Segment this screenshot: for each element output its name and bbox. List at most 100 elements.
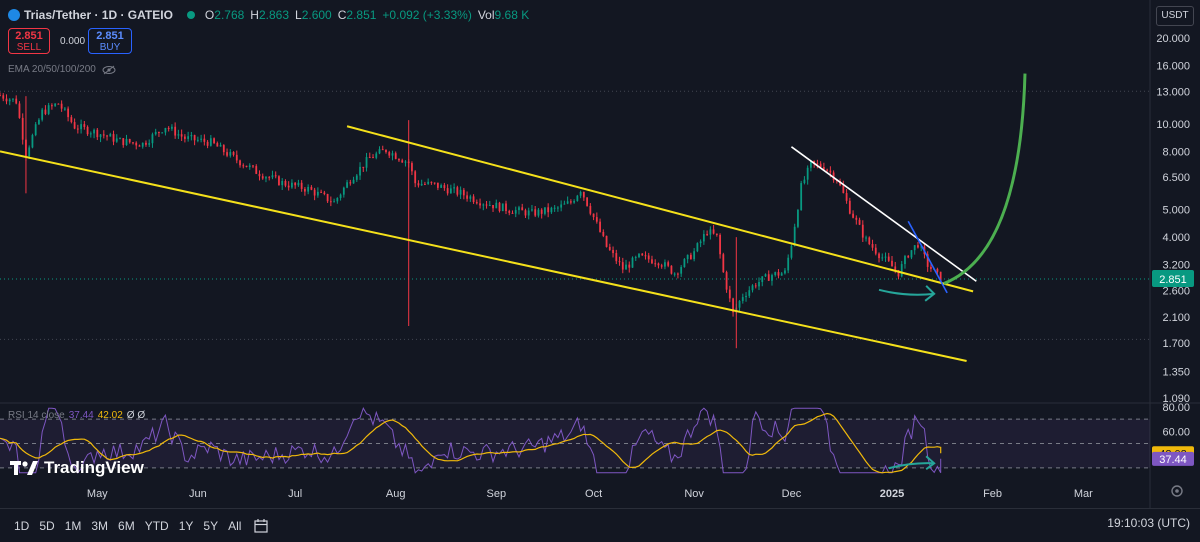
timeframe-1m[interactable]: 1M	[64, 518, 82, 533]
candle-body	[388, 152, 391, 156]
symbol-header: Trias/Tether · 1D · GATEIO O 2.768 H 2.863…	[8, 6, 529, 24]
candle-body	[829, 170, 832, 173]
candle-body	[21, 117, 24, 140]
price-tick-label: 1.700	[1162, 338, 1190, 350]
candle-body	[86, 126, 89, 135]
candle-body	[920, 246, 923, 248]
candle-body	[787, 257, 790, 271]
price-tick-label: 1.350	[1162, 367, 1190, 379]
candle-body	[385, 149, 387, 153]
candle-body	[73, 122, 76, 129]
time-tick-label: Aug	[386, 488, 406, 500]
candle-body	[784, 270, 786, 274]
candle-body	[832, 172, 835, 181]
candle-body	[232, 152, 235, 155]
candle-body	[50, 105, 53, 107]
candle-body	[274, 175, 277, 177]
candle-body	[443, 185, 446, 189]
candles	[0, 92, 942, 349]
candle-body	[608, 246, 611, 250]
timeframe-6m[interactable]: 6M	[118, 518, 135, 533]
timeframe-5d[interactable]: 5D	[39, 518, 55, 533]
market-status-icon	[186, 11, 195, 19]
candle-body	[235, 154, 238, 161]
candle-body	[112, 134, 115, 142]
candle-body	[878, 253, 880, 259]
candle-body	[209, 138, 212, 146]
candle-body	[206, 141, 209, 146]
candle-body	[887, 256, 890, 261]
candle-body	[657, 263, 660, 266]
candle-body	[563, 203, 566, 205]
symbol-title[interactable]: Trias/Tether · 1D · GATEIO	[24, 8, 173, 22]
candle-body	[618, 261, 621, 263]
short-trendline	[907, 220, 948, 294]
candle-body	[514, 210, 517, 214]
rsi-legend[interactable]: RSI 14 close 37.44 42.02 Ø Ø	[8, 410, 145, 421]
candle-body	[145, 142, 147, 145]
candle-body	[913, 245, 916, 251]
candle-body	[167, 127, 170, 129]
price-axis[interactable]: 20.000 16.000 13.000 10.000 8.000 6.500 5.000 4…	[1152, 33, 1194, 466]
timeframe-5y[interactable]: 5Y	[203, 518, 219, 533]
ema-indicator-legend[interactable]: EMA 20/50/100/200	[8, 64, 116, 75]
candle-body	[592, 213, 595, 218]
candle-body	[60, 103, 63, 109]
candle-body	[352, 179, 355, 184]
candle-body	[187, 136, 190, 139]
candle-body	[245, 165, 248, 168]
candle-body	[722, 254, 725, 273]
channel-lower-line	[0, 150, 967, 362]
candle-body	[696, 243, 699, 252]
candle-body	[492, 205, 494, 209]
eye-hidden-icon[interactable]	[102, 65, 116, 75]
open-value: 2.768	[214, 8, 245, 22]
timeframe-1y[interactable]: 1Y	[178, 518, 194, 533]
candle-body	[323, 192, 326, 195]
time-axis[interactable]: May Jun Jul Aug Sep Oct Nov Dec 2025 Feb Mar	[87, 488, 1093, 500]
candle-body	[793, 226, 796, 246]
bottom-toolbar: 1D 5D 1M 3M 6M YTD 1Y 5Y All	[0, 508, 1200, 542]
candle-body	[569, 201, 572, 203]
candle-body	[638, 253, 640, 258]
candle-body	[602, 231, 605, 236]
candle-body	[219, 145, 222, 147]
price-tick-label: 4.000	[1162, 232, 1190, 244]
candle-body	[365, 157, 368, 168]
gear-icon[interactable]	[1170, 484, 1184, 498]
candle-body	[557, 207, 559, 209]
utc-clock[interactable]: 19:10:03 (UTC)	[1107, 516, 1190, 530]
candle-body	[826, 169, 829, 171]
candle-body	[174, 126, 177, 136]
timeframe-all[interactable]: All	[228, 518, 242, 533]
currency-selector[interactable]: USDT	[1156, 6, 1194, 26]
candle-body	[63, 108, 66, 110]
candle-body	[547, 207, 550, 213]
price-tick-label: 2.600	[1162, 285, 1190, 297]
candle-body	[732, 298, 734, 313]
candle-body	[897, 269, 900, 277]
buy-button[interactable]: 2.851 BUY	[88, 28, 132, 54]
calendar-range-icon[interactable]	[253, 518, 269, 534]
candle-body	[754, 285, 757, 287]
sell-button[interactable]: 2.851 SELL	[8, 28, 50, 54]
ema-label: EMA 20/50/100/200	[8, 64, 96, 75]
candle-body	[612, 249, 614, 254]
candle-body	[482, 204, 485, 206]
timeframe-ytd[interactable]: YTD	[144, 518, 169, 533]
time-tick-label: Jul	[288, 488, 302, 500]
rsi-tick-label: 37.44	[1159, 454, 1187, 466]
candle-body	[518, 207, 520, 211]
candle-body	[76, 128, 79, 130]
candle-body	[414, 171, 417, 184]
candle-body	[767, 274, 770, 281]
candle-body	[693, 251, 696, 260]
candle-body	[291, 182, 293, 188]
candle-body	[216, 143, 219, 147]
timeframe-3m[interactable]: 3M	[91, 518, 109, 533]
candle-body	[485, 204, 488, 206]
timeframe-1d[interactable]: 1D	[14, 518, 30, 533]
rsi-arrow-head	[925, 455, 936, 471]
candle-body	[615, 253, 618, 262]
